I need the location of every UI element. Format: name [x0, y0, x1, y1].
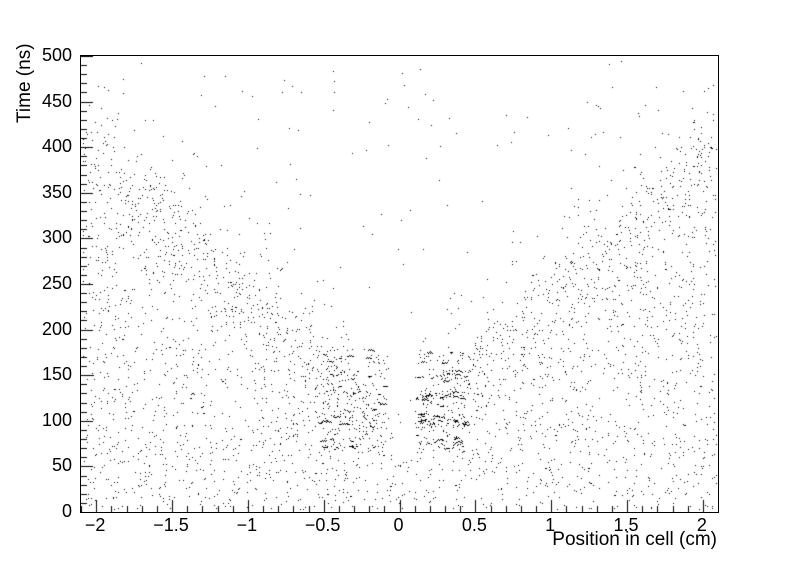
y-tick-label: 0	[61, 501, 72, 521]
plot-frame	[80, 55, 719, 513]
y-tick-label: 500	[41, 45, 72, 65]
y-tick-label: 50	[51, 455, 72, 476]
x-tick-label: −2	[84, 515, 106, 535]
x-axis-title: Position in cell (cm)	[552, 529, 717, 550]
x-tick-label: 1	[545, 515, 556, 535]
y-tick-label: 150	[41, 364, 72, 385]
x-tick-label: −1	[236, 515, 258, 535]
x-tick-label: 0	[393, 515, 404, 535]
y-tick-label: 200	[41, 318, 72, 339]
x-tick-label: 0.5	[461, 515, 487, 535]
x-tick-label: 1.5	[613, 515, 639, 535]
x-tick-label: 2	[696, 515, 707, 535]
y-tick-label: 350	[41, 181, 72, 202]
y-tick-label: 300	[41, 227, 72, 248]
x-tick-label: −0.5	[304, 515, 341, 535]
scatter-canvas	[81, 56, 718, 512]
y-tick-label: 450	[41, 90, 72, 111]
y-tick-label: 400	[41, 136, 72, 157]
x-tick-label: −1.5	[153, 515, 189, 535]
y-tick-label: 100	[41, 409, 72, 430]
y-tick-label: 250	[41, 273, 72, 293]
